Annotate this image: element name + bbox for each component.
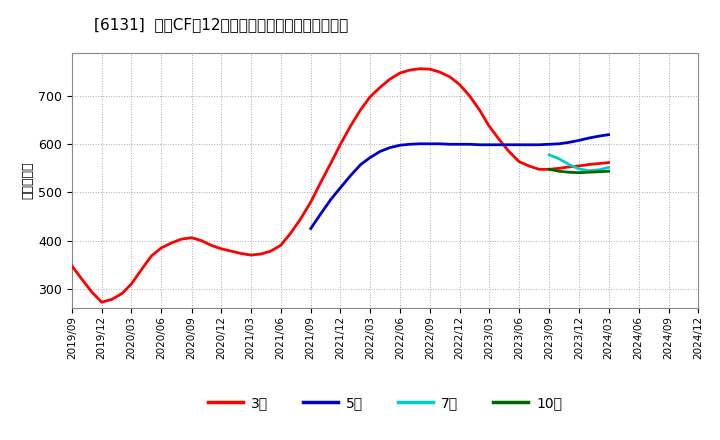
Text: [6131]  営業CFの12か月移動合計の標準偏差の推移: [6131] 営業CFの12か月移動合計の標準偏差の推移	[94, 18, 348, 33]
Y-axis label: （百万円）: （百万円）	[21, 161, 34, 199]
Legend: 3年, 5年, 7年, 10年: 3年, 5年, 7年, 10年	[203, 391, 567, 416]
